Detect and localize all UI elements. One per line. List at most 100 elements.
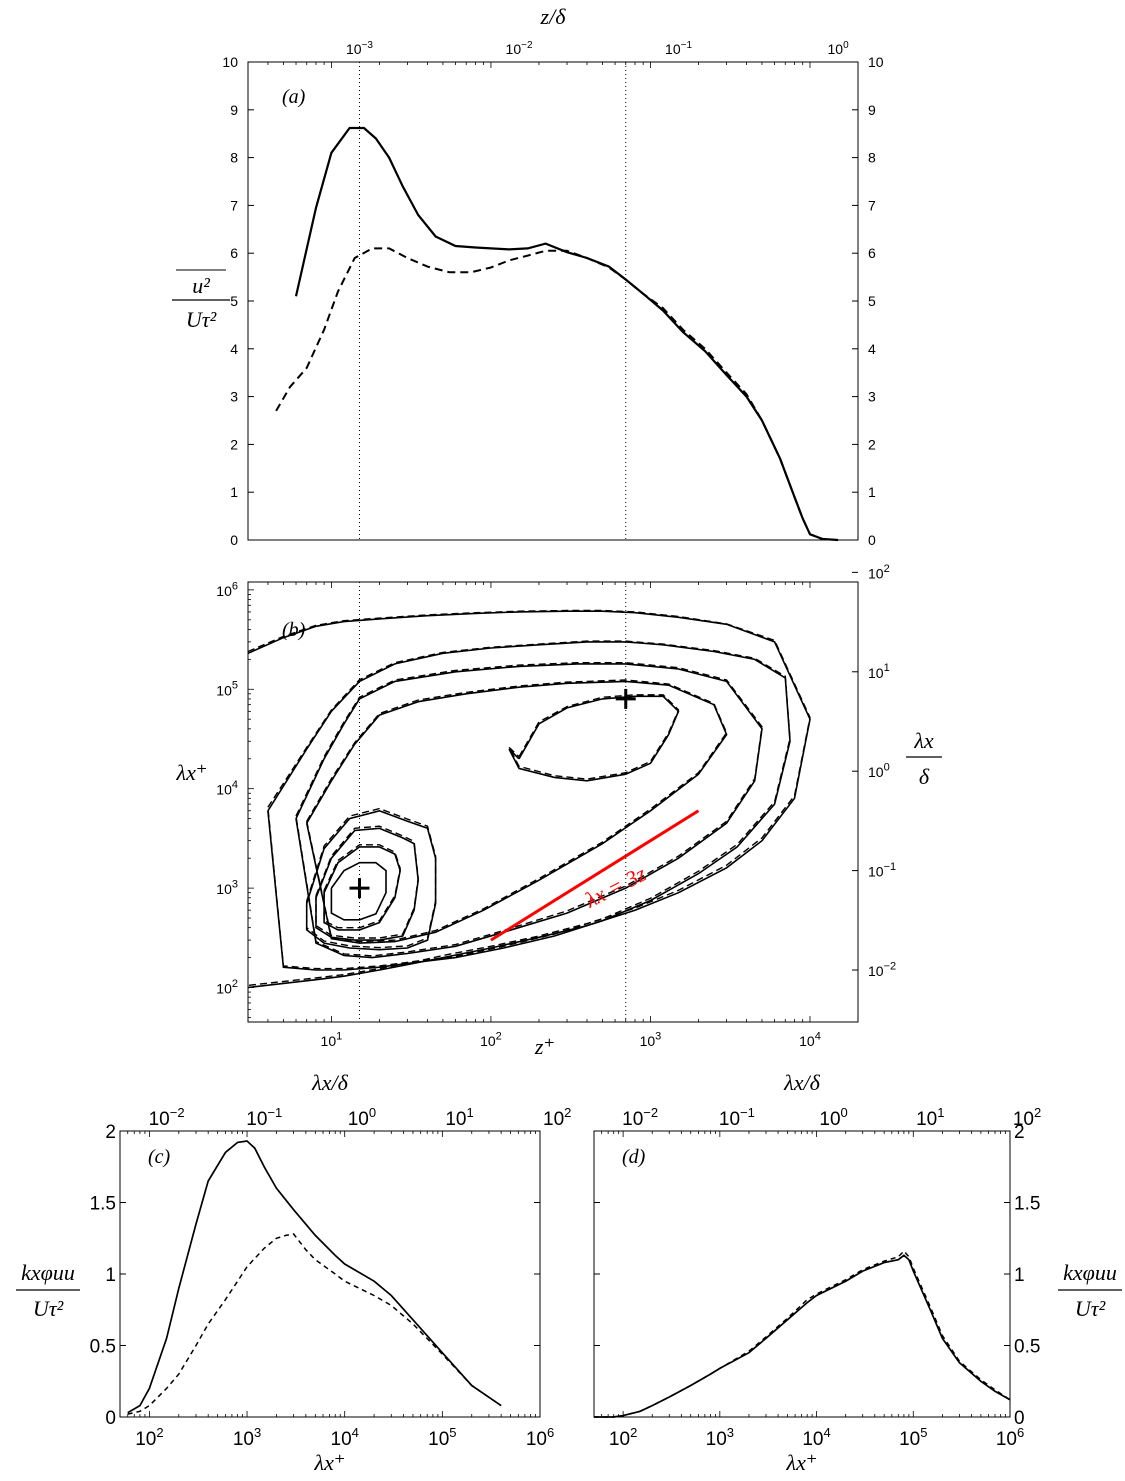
tick-base: 10 <box>216 682 232 698</box>
tick-base: 10 <box>868 864 884 880</box>
y-tick-label: 8 <box>230 150 238 166</box>
panel-label: (c) <box>148 1146 171 1168</box>
y-tick-label-right: 4 <box>868 341 876 357</box>
tick-base: 10 <box>216 981 232 997</box>
y-axis-label-numerator: u² <box>192 273 210 298</box>
tick-exp: 4 <box>232 779 238 791</box>
contour-solid <box>330 861 387 921</box>
y-tick-label: 1 <box>105 1265 116 1286</box>
y-axis-label-numerator: kxφuu <box>21 1260 75 1285</box>
y-tick-label-right: 100 <box>868 762 890 781</box>
tick-base: 10 <box>622 1109 643 1130</box>
contour-solid <box>305 680 728 944</box>
y-tick-label: 1 <box>230 484 238 500</box>
y-axis-label: λx⁺ <box>176 760 208 785</box>
tick-base: 10 <box>996 1429 1017 1450</box>
tick-exp: 4 <box>824 1425 831 1440</box>
y-axis-label-denominator: Uτ² <box>1075 1296 1106 1321</box>
tick-exp: 0 <box>843 40 849 51</box>
y-tick-label-right: 1.5 <box>1014 1194 1040 1215</box>
tick-base: 10 <box>706 1429 727 1450</box>
y-axis-label-denominator: Uτ² <box>186 307 217 332</box>
tick-base: 10 <box>868 665 884 681</box>
tick-exp: 4 <box>352 1425 359 1440</box>
x-tick-label: 106 <box>996 1425 1024 1450</box>
y-tick-label-right: 10 <box>868 54 884 70</box>
y-tick-label: 0 <box>105 1408 116 1429</box>
tick-base: 10 <box>321 1033 337 1049</box>
y-tick-label-right: 102 <box>868 563 890 582</box>
x-tick-label: 104 <box>802 1425 830 1450</box>
tick-base: 10 <box>428 1429 449 1450</box>
x-tick-label: 104 <box>799 1030 821 1049</box>
tick-base: 10 <box>233 1429 254 1450</box>
tick-base: 10 <box>506 41 522 57</box>
y-tick-label-right: 1 <box>1014 1265 1025 1286</box>
tick-base: 10 <box>640 1033 656 1049</box>
plot-frame <box>247 61 859 541</box>
y-tick-label: 2 <box>105 1122 116 1143</box>
tick-base: 10 <box>331 1429 352 1450</box>
tick-base: 10 <box>348 1109 369 1130</box>
x-tick-label: 105 <box>428 1425 456 1450</box>
contour-dashed <box>323 844 401 929</box>
y-tick-label-right: 2 <box>1014 1122 1025 1143</box>
tick-base: 10 <box>346 41 362 57</box>
reference-line-lambda-3z <box>490 809 700 942</box>
y-tick-label: 0 <box>230 532 238 548</box>
tick-base: 10 <box>216 881 232 897</box>
top-axis-label: z/δ <box>540 4 567 29</box>
contour-dashed <box>315 825 419 939</box>
y-axis-label-denominator: Uτ² <box>33 1296 64 1321</box>
x-axis-label: λx⁺ <box>786 1450 818 1475</box>
tick-exp: −2 <box>884 960 897 972</box>
tick-base: 10 <box>868 565 884 581</box>
y-tick-label-right: 1 <box>868 484 876 500</box>
tick-exp: 5 <box>449 1425 456 1440</box>
series-solid <box>594 1254 1011 1418</box>
top-tick-label: 102 <box>543 1105 571 1130</box>
tick-base: 10 <box>868 963 884 979</box>
y-tick-label: 9 <box>230 102 238 118</box>
x-tick-label: 102 <box>609 1425 637 1450</box>
tick-exp: 2 <box>156 1425 163 1440</box>
tick-base: 10 <box>899 1429 920 1450</box>
x-tick-label: 106 <box>526 1425 554 1450</box>
y-tick-label-right: 0.5 <box>1014 1337 1040 1358</box>
top-tick-label: 10−3 <box>346 40 373 57</box>
y-tick-label-right: 3 <box>868 389 876 405</box>
y-tick-label-right: 7 <box>868 197 876 213</box>
y-tick-label-right: 10−2 <box>868 960 896 979</box>
y-tick-label: 6 <box>230 245 238 261</box>
tick-base: 10 <box>543 1109 564 1130</box>
tick-exp: 6 <box>1017 1425 1024 1440</box>
right-y-label-numerator: λx <box>913 728 934 753</box>
y-tick-label: 1.5 <box>90 1194 116 1215</box>
tick-base: 10 <box>445 1109 466 1130</box>
y-tick-label: 2 <box>230 436 238 452</box>
tick-exp: −3 <box>362 40 374 51</box>
top-tick-label: 101 <box>916 1105 944 1130</box>
top-tick-label: 10−2 <box>622 1105 658 1130</box>
contour-dashed <box>248 609 811 987</box>
top-tick-label: 102 <box>1013 1105 1041 1130</box>
top-tick-label: 10−2 <box>506 40 533 57</box>
y-tick-label: 102 <box>216 978 238 997</box>
top-axis-label: λx/δ <box>783 1070 820 1095</box>
top-tick-label: 10−2 <box>149 1105 185 1130</box>
y-tick-label: 106 <box>216 580 238 599</box>
y-tick-label-right: 10−1 <box>868 861 896 880</box>
tick-exp: 5 <box>232 680 238 692</box>
tick-base: 10 <box>802 1429 823 1450</box>
contour-dashed <box>306 679 728 943</box>
contour-solid <box>305 809 437 951</box>
plot-frame <box>247 581 859 1023</box>
tick-exp: 3 <box>254 1425 261 1440</box>
x-axis-label: λx⁺ <box>314 1450 346 1475</box>
series-solid <box>294 126 839 542</box>
tick-exp: 0 <box>841 1105 848 1120</box>
y-tick-label: 3 <box>230 389 238 405</box>
tick-exp: 2 <box>496 1030 502 1042</box>
